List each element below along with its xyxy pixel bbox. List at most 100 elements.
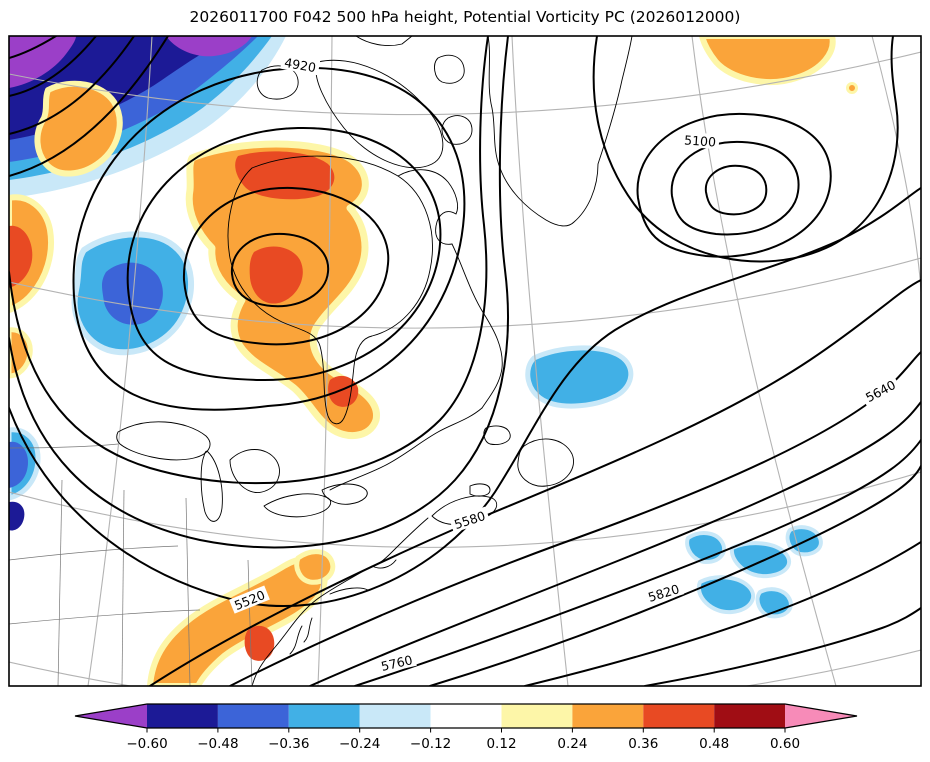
pv-positive-core	[249, 246, 303, 304]
colorbar-segment	[217, 704, 289, 728]
height-contour	[9, 36, 97, 97]
height-contour	[670, 140, 800, 236]
coastline	[371, 517, 429, 569]
coastline	[315, 59, 444, 169]
colorbar-segment	[643, 704, 715, 728]
pv-positive-region	[846, 82, 858, 94]
coastline	[227, 155, 433, 425]
height-contour	[429, 465, 921, 686]
contour-label: 5820	[643, 579, 684, 606]
height-contour	[644, 607, 921, 686]
colorbar-tick-labels: −0.60 −0.48 −0.36 −0.24 −0.12 0.12 0.24 …	[126, 736, 800, 752]
coastline	[355, 36, 413, 47]
height-contour	[182, 186, 390, 346]
coastline	[469, 483, 491, 497]
colorbar-tick-label: 0.48	[699, 736, 729, 752]
height-contour	[126, 126, 442, 382]
contour-label: 5760	[376, 650, 417, 675]
contour-label: 5580	[449, 506, 490, 533]
pv-positive-core	[328, 375, 359, 407]
pv-positive-core	[9, 225, 33, 288]
state-border	[9, 545, 179, 561]
graticule-line	[511, 36, 569, 686]
colorbar-segment	[430, 704, 502, 728]
colorbar-segment	[501, 704, 573, 728]
map-border	[8, 35, 922, 687]
state-border	[57, 479, 63, 686]
coastline	[329, 407, 483, 491]
pv-positive-region	[34, 80, 123, 177]
pv-shading	[9, 36, 858, 686]
contour-label: 4920	[280, 53, 321, 76]
pv-positive-core	[235, 151, 335, 200]
state-border	[9, 609, 201, 625]
colorbar: −0.60 −0.48 −0.36 −0.24 −0.12 0.12 0.24 …	[74, 703, 858, 752]
contour-label-text: 5100	[684, 132, 717, 149]
contour-label: 5100	[680, 131, 720, 150]
pv-negative-region	[9, 501, 25, 531]
height-contour	[230, 232, 330, 308]
coastline	[451, 243, 503, 409]
graticule-line	[9, 471, 921, 548]
graticule-line	[9, 51, 921, 116]
colorbar-tick-label: 0.36	[628, 736, 658, 752]
coastline	[321, 483, 368, 505]
graticule-line	[9, 257, 921, 329]
state-border	[9, 443, 119, 449]
colorbar-tick-label: −0.12	[410, 736, 451, 752]
height-contour	[704, 164, 768, 216]
coastline	[116, 421, 211, 461]
height-contour	[592, 36, 899, 263]
colorbar-segment	[359, 704, 431, 728]
height-contour	[9, 36, 57, 59]
pv-positive-region	[294, 549, 336, 585]
colorbar-arrow-left	[75, 704, 147, 728]
map-area: 4920 5100 5520 5580 5640 5760	[9, 36, 921, 686]
coastline	[397, 169, 459, 245]
pv-positive-region	[699, 36, 836, 85]
state-border	[121, 489, 125, 686]
contour-label-bg	[376, 650, 417, 675]
coastline	[487, 36, 633, 227]
coastline	[229, 449, 280, 493]
contour-label-text: 5760	[380, 652, 414, 674]
contour-label-bg	[643, 579, 684, 606]
pv-positive-region	[147, 556, 328, 686]
colorbar-tick-label: 0.60	[770, 736, 800, 752]
colorbar-tick-label: −0.36	[268, 736, 309, 752]
coastline	[289, 625, 303, 655]
colorbar-segment	[572, 704, 644, 728]
contour-label-bg	[859, 375, 901, 407]
contour-label-bg	[280, 53, 321, 76]
height-contour	[636, 112, 832, 258]
coastline	[200, 450, 223, 522]
coastline	[517, 438, 574, 487]
colorbar-segment	[147, 704, 218, 728]
coastline	[434, 54, 465, 84]
state-border	[247, 559, 253, 686]
pv-negative-region	[166, 36, 252, 57]
colorbar-segment	[288, 704, 360, 728]
colorbar-arrow-right	[785, 704, 857, 728]
pv-negative-core	[102, 262, 163, 325]
state-borders	[9, 443, 253, 686]
coastline	[251, 565, 373, 686]
colorbar-tick-label: −0.24	[339, 736, 380, 752]
pv-negative-region	[525, 345, 634, 409]
height-contour	[9, 187, 921, 608]
pv-negative-core	[9, 441, 28, 488]
graticule-line	[317, 36, 333, 686]
height-contour	[9, 36, 509, 549]
pv-positive-core	[244, 625, 275, 661]
height-contour	[524, 541, 921, 686]
contour-label-bg	[229, 585, 270, 614]
coastline	[263, 493, 332, 518]
colorbar-segment	[714, 704, 785, 728]
contour-label: 5640	[859, 375, 901, 407]
height-contour	[9, 36, 135, 135]
contour-label-text: 5820	[646, 581, 681, 605]
colorbar-tick-label: 0.24	[557, 736, 587, 752]
contour-label-text: 4920	[283, 55, 317, 75]
